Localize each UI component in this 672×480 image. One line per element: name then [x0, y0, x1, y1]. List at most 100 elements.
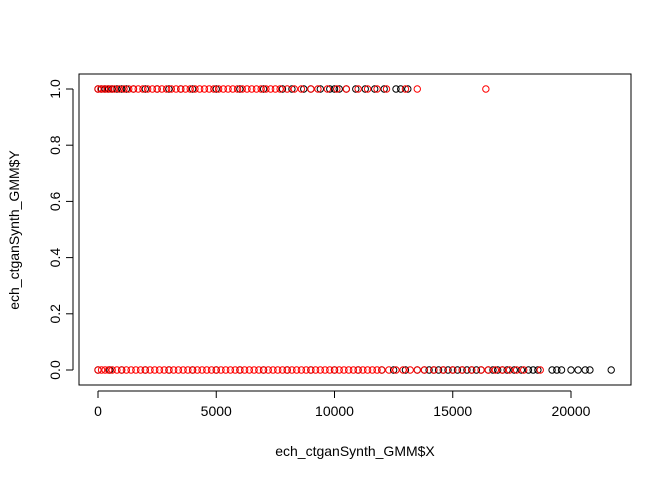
data-point: [146, 366, 154, 374]
data-point: [529, 366, 537, 374]
x-tick-label: 0: [94, 403, 102, 419]
data-point: [389, 366, 398, 374]
data-point: [269, 366, 277, 374]
data-point: [373, 85, 381, 93]
data-point: [330, 85, 339, 93]
data-points: [94, 85, 615, 374]
data-point: [191, 85, 199, 93]
data-point: [586, 366, 594, 374]
data-point: [115, 85, 123, 93]
data-point: [103, 85, 112, 93]
data-point: [186, 85, 194, 93]
data-point: [162, 85, 171, 93]
data-point: [94, 366, 102, 374]
data-point: [169, 366, 178, 374]
data-point: [224, 85, 232, 93]
data-point: [101, 366, 109, 374]
data-point: [439, 366, 447, 374]
data-point: [212, 85, 220, 93]
data-point: [548, 366, 556, 374]
data-point: [125, 85, 133, 93]
data-point: [378, 366, 386, 374]
data-point: [110, 85, 119, 93]
data-point: [139, 85, 147, 93]
data-point: [198, 366, 206, 374]
data-point: [368, 366, 377, 374]
data-point: [155, 366, 164, 374]
data-point: [467, 366, 476, 374]
data-point: [581, 366, 589, 374]
data-point: [214, 85, 223, 93]
data-point: [143, 85, 152, 93]
data-point: [444, 366, 452, 374]
data-point: [231, 366, 239, 374]
data-point: [453, 366, 462, 374]
data-point: [217, 366, 225, 374]
data-point: [243, 85, 251, 93]
data-point: [307, 85, 315, 93]
data-point: [536, 366, 544, 374]
data-point: [271, 85, 280, 93]
data-point: [326, 85, 334, 93]
data-point: [534, 366, 542, 374]
data-point: [333, 85, 341, 93]
data-point: [212, 366, 220, 374]
data-point: [290, 85, 298, 93]
data-point: [297, 366, 306, 374]
data-point: [491, 366, 500, 374]
data-point: [195, 85, 204, 93]
data-point: [97, 366, 106, 374]
data-point: [401, 85, 410, 93]
data-point: [404, 85, 412, 93]
y-axis-ticks: 0.0 0.2 0.4 0.6 0.8 1.0: [47, 79, 73, 380]
data-point: [363, 366, 372, 374]
data-point: [205, 85, 213, 93]
data-point: [314, 85, 322, 93]
data-point: [160, 366, 168, 374]
data-point: [288, 366, 296, 374]
data-point: [382, 85, 391, 93]
data-point: [489, 366, 497, 374]
data-point: [148, 85, 157, 93]
data-point: [238, 85, 246, 93]
data-point: [134, 85, 142, 93]
data-point: [316, 85, 325, 93]
data-point: [335, 85, 343, 93]
data-point: [524, 366, 533, 374]
data-point: [430, 366, 438, 374]
data-point: [484, 366, 492, 374]
data-point: [482, 85, 490, 93]
data-point: [274, 366, 282, 374]
data-point: [302, 366, 310, 374]
data-point: [122, 85, 131, 93]
data-point: [340, 366, 348, 374]
data-point: [226, 366, 235, 374]
data-point: [177, 85, 185, 93]
data-point: [278, 366, 287, 374]
data-point: [259, 85, 268, 93]
data-point: [141, 366, 150, 374]
data-point: [493, 366, 502, 374]
data-point: [122, 366, 131, 374]
data-point: [434, 366, 443, 374]
data-point: [117, 85, 126, 93]
data-point: [371, 85, 379, 93]
data-point: [153, 85, 161, 93]
x-tick-label: 5000: [201, 403, 232, 419]
y-tick-label: 0.8: [47, 135, 63, 155]
data-point: [174, 366, 183, 374]
data-point: [132, 366, 140, 374]
data-point: [392, 366, 400, 374]
data-point: [510, 366, 518, 374]
data-point: [406, 366, 414, 374]
data-point: [233, 85, 242, 93]
data-point: [498, 366, 507, 374]
data-point: [266, 85, 275, 93]
data-point: [283, 85, 291, 93]
y-tick-label: 0.2: [47, 304, 63, 324]
data-point: [517, 366, 526, 374]
data-point: [401, 366, 410, 374]
data-point: [463, 366, 471, 374]
data-point: [354, 85, 362, 93]
